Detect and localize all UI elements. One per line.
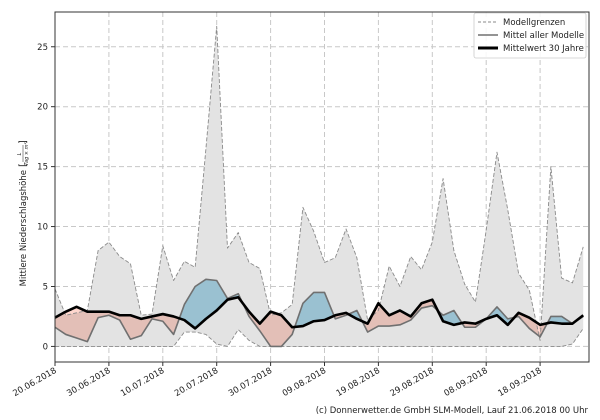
plot-area <box>54 12 589 362</box>
legend: Modellgrenzen Mittel aller Modelle Mitte… <box>473 12 587 59</box>
legend-box <box>473 12 587 59</box>
model-range-band <box>55 26 584 347</box>
y-unit-numerator: L <box>17 152 23 155</box>
x-tick-label: 20.06.2018 <box>11 366 58 399</box>
y-tick-label: 10 <box>37 223 48 233</box>
x-tick-label: 09.08.2018 <box>281 366 328 399</box>
y-unit-bracket-open: [ <box>18 163 29 167</box>
model-mean-line <box>54 278 584 348</box>
legend-label-model-mean: Mittel aller Modelle <box>503 31 584 41</box>
y-tick-label: 25 <box>37 43 48 53</box>
x-tick-label: 18.09.2018 <box>496 366 543 399</box>
x-tick-label: 30.07.2018 <box>227 366 274 399</box>
y-unit-bracket-close: ] <box>18 140 29 144</box>
y-tick-label: 0 <box>43 342 48 352</box>
x-tick-label: 30.06.2018 <box>65 366 112 399</box>
above-normal-fill <box>55 279 584 329</box>
y-unit-denominator: Tag × m² <box>24 142 30 165</box>
y-tick-label: 15 <box>37 163 48 173</box>
y-tick-label: 5 <box>43 282 48 292</box>
x-tick-label: 19.08.2018 <box>335 366 382 399</box>
model-lower-bound-line <box>55 328 584 347</box>
y-tick-label: 20 <box>37 103 48 113</box>
x-tick-label: 20.07.2018 <box>173 366 220 399</box>
model-upper-bound-line <box>54 25 584 341</box>
copyright-footer: (c) Donnerwetter.de GmbH SLM-Modell, Lau… <box>316 406 589 416</box>
plot-frame <box>54 11 590 363</box>
y-axis-title: Mittlere Niederschlagshöhe <box>19 170 29 286</box>
x-tick-label: 10.07.2018 <box>119 366 166 399</box>
legend-label-range: Modellgrenzen <box>503 18 565 28</box>
legend-label-climate-mean: Mittelwert 30 Jahre <box>503 44 584 54</box>
y-axis-label: Mittlere Niederschlagshöhe [ L Tag × m² … <box>17 140 30 286</box>
x-tick-label: 29.08.2018 <box>389 366 436 399</box>
climate-mean-line <box>54 295 585 330</box>
x-tick-label: 08.09.2018 <box>443 366 490 399</box>
